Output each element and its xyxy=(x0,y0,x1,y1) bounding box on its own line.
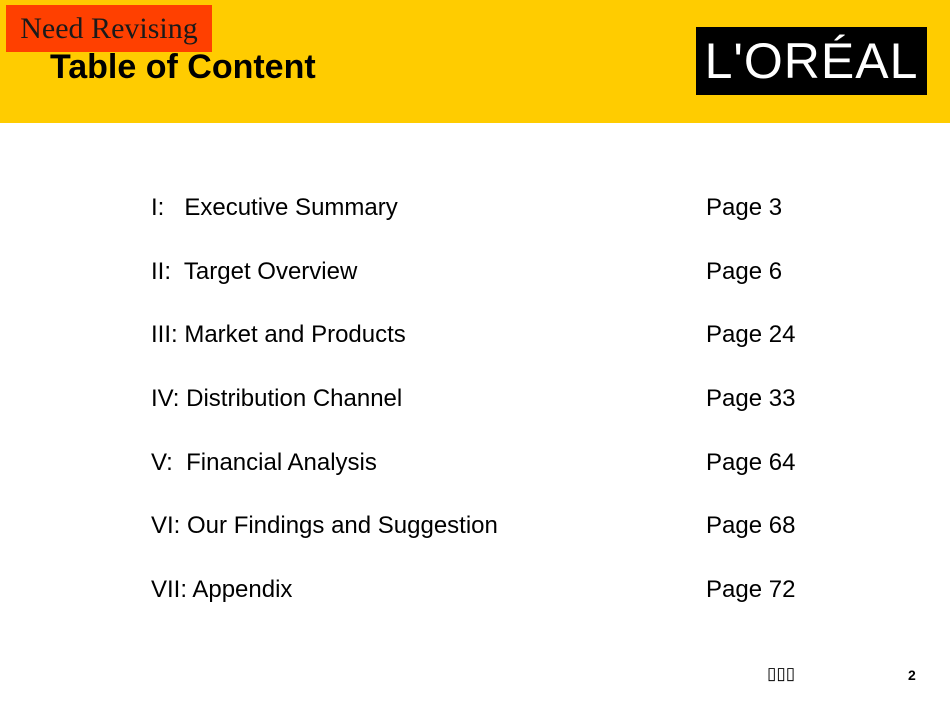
toc-item-page: Page 33 xyxy=(706,385,796,412)
toc-item-label: I: Executive Summary xyxy=(151,194,398,221)
toc-item-label: III: Market and Products xyxy=(151,321,406,348)
need-revising-badge: Need Revising xyxy=(6,5,212,52)
toc-item-page: Page 6 xyxy=(706,258,783,285)
slide-title: Table of Content xyxy=(50,48,316,86)
toc-item-page: Page 64 xyxy=(706,449,796,476)
toc-item-label: V: Financial Analysis xyxy=(151,449,377,476)
toc-row: VI: Our Findings and Suggestion Page 68 xyxy=(0,511,950,541)
slide-page-number: 2 xyxy=(908,667,916,683)
toc-row: III: Market and Products Page 24 xyxy=(0,320,950,350)
toc-item-label: IV: Distribution Channel xyxy=(151,385,403,412)
toc-item-label: VI: Our Findings and Suggestion xyxy=(151,512,498,539)
toc-row: IV: Distribution Channel Page 33 xyxy=(0,384,950,414)
toc-row: II: Target Overview Page 6 xyxy=(0,257,950,287)
toc-row: V: Financial Analysis Page 64 xyxy=(0,448,950,478)
toc-item-page: Page 68 xyxy=(706,512,796,539)
toc-item-page: Page 72 xyxy=(706,576,796,603)
toc-item-page: Page 24 xyxy=(706,321,796,348)
loreal-logo: L'ORÉAL xyxy=(696,27,927,95)
toc-item-label: VII: Appendix xyxy=(151,576,293,603)
footer-placeholder-glyphs: ▯▯▯ xyxy=(767,664,796,683)
toc-item-page: Page 3 xyxy=(706,194,783,221)
toc-row: VII: Appendix Page 72 xyxy=(0,575,950,605)
toc-row: I: Executive Summary Page 3 xyxy=(0,193,950,223)
toc-item-label: II: Target Overview xyxy=(151,258,358,285)
